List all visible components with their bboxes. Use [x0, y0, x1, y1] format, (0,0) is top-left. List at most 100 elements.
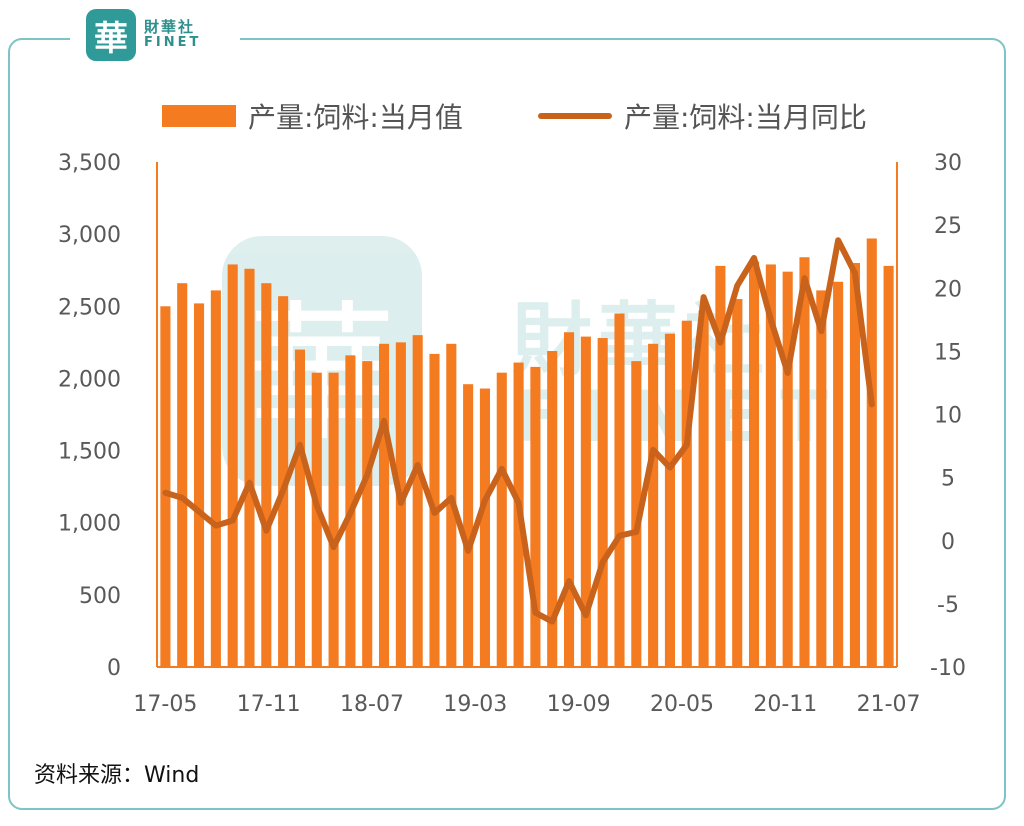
line-point: [466, 549, 470, 553]
line-point: [702, 295, 706, 299]
bar: [631, 361, 642, 667]
bar: [177, 283, 188, 667]
y-left-tick-label: 500: [79, 584, 121, 609]
line-point: [618, 534, 621, 538]
x-tick-label: 20-05: [650, 692, 714, 717]
y-right-tick-label: 25: [934, 214, 962, 239]
bar: [849, 263, 860, 667]
y-right-tick-label: -5: [937, 593, 959, 618]
line-point: [416, 463, 420, 467]
y-left-tick-label: 1,000: [58, 512, 121, 537]
y-right-tick-label: 30: [934, 151, 962, 176]
bar: [664, 333, 675, 667]
bar: [496, 372, 507, 667]
y-left-tick-label: 3,000: [58, 223, 121, 248]
bar: [580, 336, 591, 667]
chart-axes: [156, 162, 898, 668]
line-point: [163, 491, 167, 495]
bar: [412, 335, 423, 667]
legend-line-label: 产量:饲料:当月同比: [624, 101, 867, 134]
line-point: [685, 443, 689, 447]
line-point: [399, 501, 403, 505]
line-point: [550, 620, 554, 624]
bar: [328, 372, 339, 667]
y-left-tick-label: 2,000: [58, 367, 121, 392]
legend-item-line: 产量:饲料:当月同比: [538, 96, 867, 136]
bar: [765, 264, 776, 667]
y-right-tick-label: 0: [941, 530, 955, 555]
bar: [681, 320, 692, 667]
line-point: [197, 510, 201, 514]
bar: [278, 296, 289, 667]
y-right-tick-label: 10: [934, 404, 962, 429]
y-right-tick-label: 5: [941, 467, 955, 492]
line-point: [382, 419, 386, 423]
bar: [833, 281, 844, 667]
y-right-tick-label: -10: [930, 656, 966, 681]
bar: [294, 349, 305, 667]
line-point: [214, 524, 218, 528]
legend-bar-swatch: [162, 105, 236, 127]
y-left-tick-label: 1,500: [58, 440, 121, 465]
bar: [311, 372, 322, 667]
bar: [732, 299, 743, 667]
legend-line-swatch: [538, 113, 612, 119]
y-right-tick-labels: 30 25 20 15 10 5 0 -5 -10: [930, 151, 966, 681]
chart-frame: [8, 38, 1006, 810]
x-tick-label: 17-11: [237, 692, 301, 717]
x-tick-label: 20-11: [753, 692, 817, 717]
brand-name-en: FINET: [144, 35, 202, 51]
chart-legend: 产量:饲料:当月值 产量:饲料:当月同比: [0, 96, 1024, 136]
bar: [564, 332, 575, 667]
bar: [597, 338, 608, 667]
x-tick-labels: 17-05 17-11 18-07 19-03 19-09 20-05 20-11 21-07: [133, 692, 920, 717]
brand-mark-icon: 華: [86, 9, 136, 61]
line-point: [231, 519, 235, 523]
y-left-tick-label: 0: [107, 656, 121, 681]
bar: [782, 271, 793, 667]
line-point: [365, 473, 369, 477]
line-point: [718, 341, 722, 345]
bar-series: [160, 238, 894, 667]
y-left-tick-label: 2,500: [58, 295, 121, 320]
line-point: [836, 238, 840, 242]
bar: [463, 384, 474, 667]
y-right-tick-label: 15: [934, 340, 962, 365]
legend-bar-label: 产量:饲料:当月值: [248, 101, 463, 134]
bar: [227, 264, 238, 667]
bar: [866, 238, 877, 667]
line-point: [264, 529, 268, 533]
line-point: [584, 613, 588, 617]
bar: [160, 306, 171, 667]
bar: [379, 343, 390, 667]
line-point: [601, 560, 605, 564]
line-point: [634, 530, 638, 534]
bar: [547, 351, 558, 667]
line-point: [449, 496, 453, 500]
bar: [883, 265, 894, 667]
line-point: [281, 488, 285, 492]
bar: [210, 290, 221, 667]
line-point: [769, 318, 773, 322]
line-point: [433, 511, 436, 515]
bar: [799, 257, 810, 667]
bar: [648, 343, 659, 667]
y-right-tick-label: 20: [934, 277, 962, 302]
bar: [715, 265, 726, 667]
line-series: [162, 237, 875, 625]
bar: [698, 310, 709, 667]
source-note: 资料来源：Wind: [34, 763, 200, 788]
bar: [244, 268, 255, 667]
x-tick-label: 19-03: [443, 692, 507, 717]
line-point: [315, 503, 319, 507]
bar: [530, 366, 541, 667]
line-point: [853, 271, 857, 275]
line-point: [567, 579, 571, 583]
brand-text: 財華社 FINET: [144, 20, 202, 51]
line-point: [500, 467, 504, 471]
line-point: [483, 498, 487, 502]
line-point: [786, 371, 790, 375]
line-point: [517, 501, 521, 505]
line-point: [180, 496, 184, 500]
